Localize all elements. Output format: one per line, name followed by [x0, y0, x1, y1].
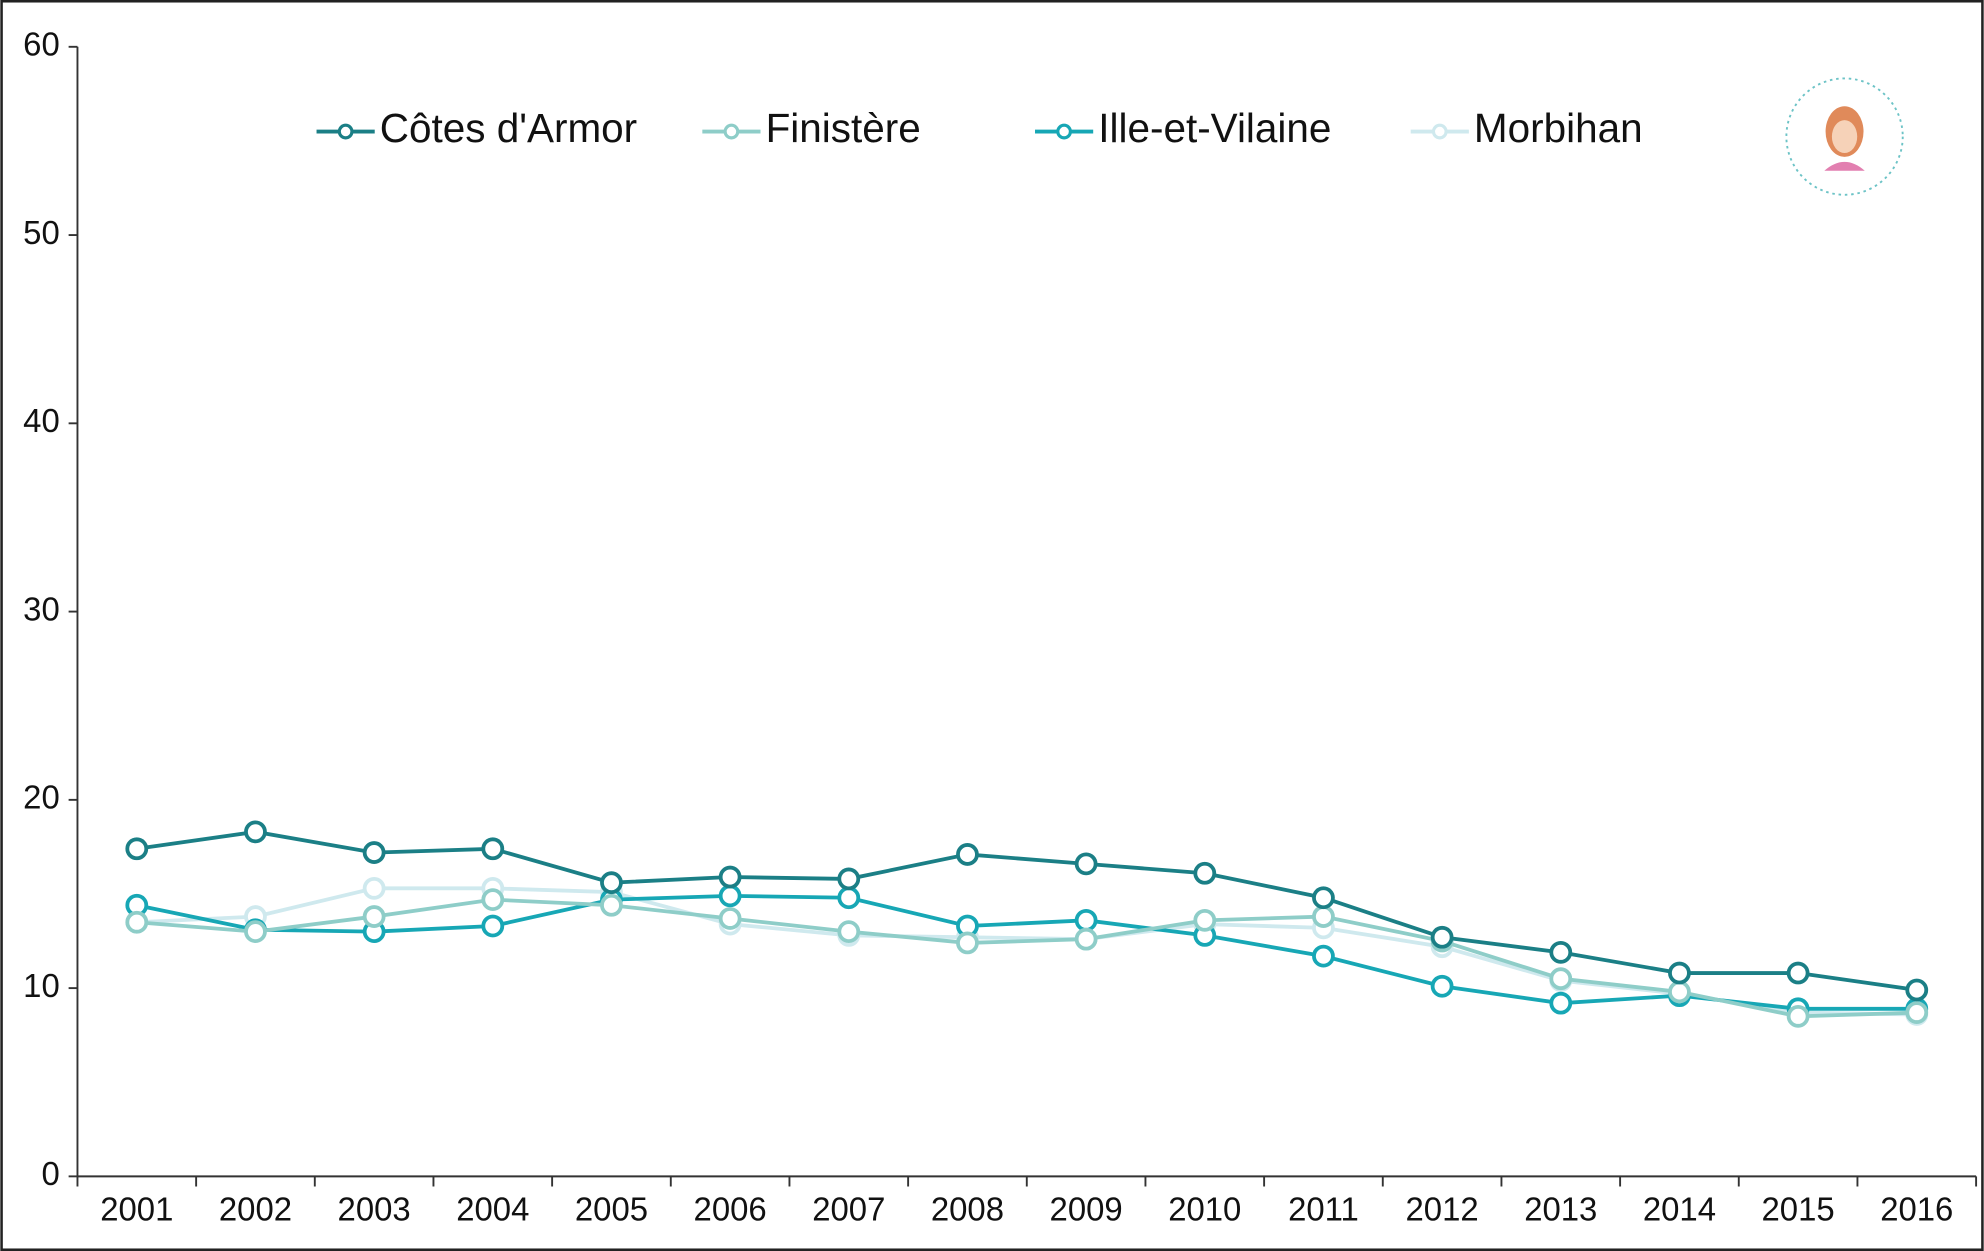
point	[1077, 911, 1096, 930]
y-tick-label: 20	[23, 779, 60, 816]
point	[602, 873, 621, 892]
point	[1789, 964, 1808, 983]
point	[246, 922, 265, 941]
x-tick-label: 2003	[338, 1190, 411, 1227]
chart: 0 10 20 30 40 50 60 2001 2002 2003 2004 2005 2006 200…	[0, 0, 1984, 1251]
y-tick-label: 10	[23, 967, 60, 1004]
x-tick-label: 2005	[575, 1190, 648, 1227]
x-tick-label: 2007	[812, 1190, 885, 1227]
point	[1077, 854, 1096, 873]
legend-marker	[725, 125, 738, 138]
x-tick-label: 2001	[100, 1190, 173, 1227]
point	[602, 896, 621, 915]
y-tick-label: 0	[41, 1155, 59, 1192]
point	[1195, 864, 1214, 883]
x-tick-label: 2016	[1880, 1190, 1953, 1227]
point	[246, 822, 265, 841]
point	[721, 868, 740, 887]
point	[839, 888, 858, 907]
point	[1551, 994, 1570, 1013]
point	[1195, 911, 1214, 930]
y-tick-label: 50	[23, 214, 60, 251]
avatar	[1786, 78, 1902, 194]
x-tick-label: 2012	[1406, 1190, 1479, 1227]
point	[127, 839, 146, 858]
point	[1433, 928, 1452, 947]
point	[365, 843, 384, 862]
x-tick-label: 2004	[456, 1190, 529, 1227]
x-tick-label: 2014	[1643, 1190, 1716, 1227]
x-tick-label: 2015	[1762, 1190, 1835, 1227]
legend-label: Finistère	[766, 105, 921, 151]
point	[1433, 977, 1452, 996]
point	[721, 886, 740, 905]
point	[1670, 964, 1689, 983]
point	[483, 839, 502, 858]
point	[483, 890, 502, 909]
x-tick-label: 2006	[694, 1190, 767, 1227]
x-tick-label: 2002	[219, 1190, 292, 1227]
frame	[2, 1, 1983, 1249]
x-tick-label: 2008	[931, 1190, 1004, 1227]
point	[721, 909, 740, 928]
point	[127, 913, 146, 932]
x-tick-label: 2011	[1288, 1190, 1359, 1227]
point	[1551, 943, 1570, 962]
point	[1789, 1007, 1808, 1026]
x-tick-label: 2009	[1050, 1190, 1123, 1227]
legend-label: Morbihan	[1474, 105, 1643, 151]
point	[483, 916, 502, 935]
y-tick-label: 40	[23, 402, 60, 439]
point	[1314, 947, 1333, 966]
legend-label: Côtes d'Armor	[380, 105, 637, 151]
point	[365, 907, 384, 926]
x-tick-label: 2013	[1524, 1190, 1597, 1227]
point	[958, 845, 977, 864]
legend-marker	[339, 125, 352, 138]
point	[365, 879, 384, 898]
x-tick-label: 2010	[1168, 1190, 1241, 1227]
point	[1907, 981, 1926, 1000]
point	[1907, 1003, 1926, 1022]
point	[1670, 982, 1689, 1001]
legend-marker	[1433, 125, 1446, 138]
legend-marker	[1058, 125, 1071, 138]
y-tick-label: 30	[23, 590, 60, 627]
point	[958, 933, 977, 952]
point	[839, 869, 858, 888]
point	[1077, 930, 1096, 949]
point	[1314, 888, 1333, 907]
y-tick-label: 60	[23, 25, 60, 62]
point	[1551, 969, 1570, 988]
point	[839, 922, 858, 941]
point	[1314, 907, 1333, 926]
legend-label: Ille-et-Vilaine	[1098, 105, 1331, 151]
